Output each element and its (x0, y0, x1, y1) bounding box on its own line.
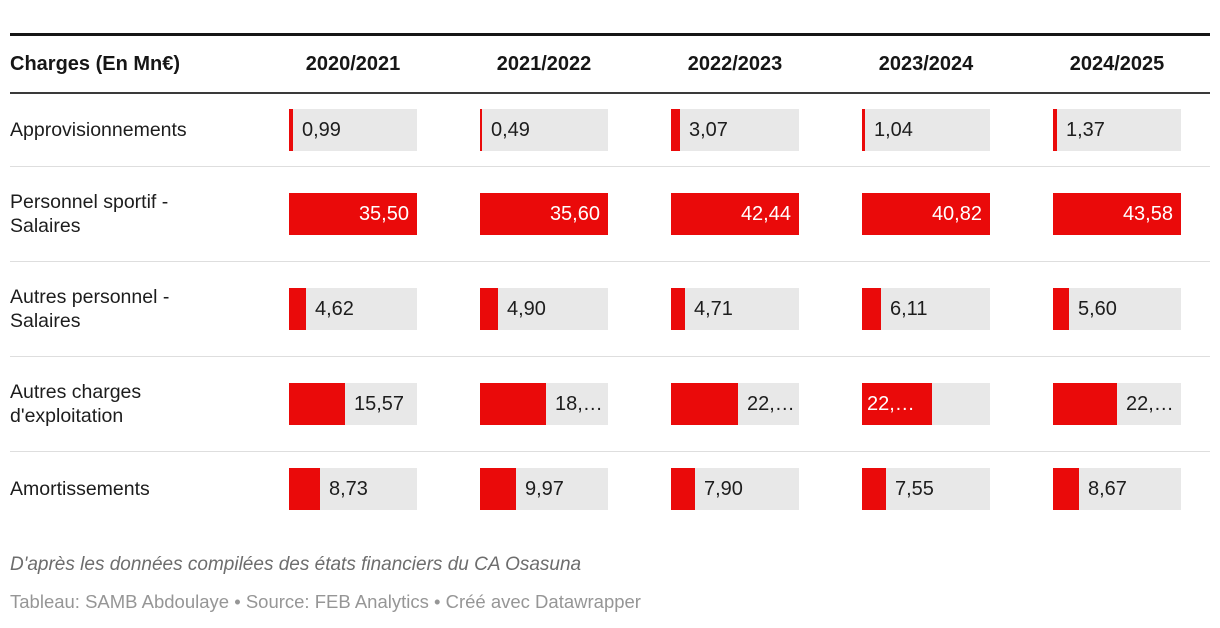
table-row: Approvisionnements 0,99 0,49 3,07 1,04 1,37 (10, 94, 1210, 167)
value-bar (480, 109, 482, 151)
value-label: 15,57 (354, 393, 405, 415)
bar-cell: 8,73 (289, 467, 417, 510)
bar-cell: 4,71 (671, 288, 799, 330)
row-label: Approvisionnements (10, 119, 187, 141)
bar-cell: 1,37 (1053, 109, 1181, 151)
bar-cell: 4,62 (289, 288, 417, 330)
value-label: 6,11 (890, 298, 928, 320)
bar-cell: 7,90 (671, 467, 799, 510)
column-header-2022-2023: 2022/2023 (687, 52, 783, 75)
column-header-2024-2025: 2024/2025 (1069, 52, 1165, 75)
value-bar (480, 288, 498, 330)
value-bar (480, 383, 546, 425)
value-bar (671, 193, 799, 235)
bar-cell: 42,44 (671, 193, 799, 235)
column-header-2021-2022: 2021/2022 (496, 52, 592, 75)
value-label: 3,07 (689, 119, 728, 141)
value-bar (289, 288, 306, 330)
value-bar (862, 109, 865, 151)
bar-cell: 22,… (671, 383, 799, 425)
value-label: 0,99 (302, 119, 341, 141)
value-bar (289, 467, 320, 510)
bar-cell: 43,58 (1053, 193, 1181, 235)
value-label: 40,82 (931, 203, 982, 225)
table-header-row: Charges (En Mn€) 2020/2021 2021/2022 202… (10, 36, 1210, 94)
table-title: Charges (En Mn€) (10, 52, 181, 75)
value-bar (862, 383, 932, 425)
value-bar (862, 193, 990, 235)
value-label: 1,04 (874, 119, 913, 141)
chart-byline: Tableau: SAMB Abdoulaye • Source: FEB An… (10, 591, 641, 612)
table-row: Autres charges d'exploitation 15,57 18,… 22… (10, 357, 1210, 452)
value-label: 18,… (555, 393, 603, 415)
value-bar (671, 383, 738, 425)
value-bar (1053, 288, 1069, 330)
value-label: 22,… (867, 393, 915, 415)
value-bar (862, 288, 881, 330)
row-label: Amortissements (10, 477, 150, 500)
value-bar (289, 193, 417, 235)
value-bar (1053, 383, 1117, 425)
value-bar (289, 383, 345, 425)
bar-cell: 22,… (862, 383, 990, 425)
value-label: 0,49 (491, 119, 530, 141)
bar-cell: 0,49 (480, 109, 608, 151)
value-bar (1053, 193, 1181, 235)
bar-cell: 9,97 (480, 467, 608, 510)
bar-cell: 0,99 (289, 109, 417, 151)
bar-cell: 6,11 (862, 288, 990, 330)
value-label: 4,62 (315, 298, 354, 320)
bar-cell: 15,57 (289, 383, 417, 425)
table-row: Autres personnel - Salaires 4,62 4,90 4,71 6… (10, 262, 1210, 357)
row-label: Autres personnel - Salaires (10, 286, 170, 332)
value-label: 4,71 (694, 298, 733, 320)
bar-cell: 40,82 (862, 193, 990, 235)
value-bar (1053, 467, 1079, 510)
bar-cell: 4,90 (480, 288, 608, 330)
table-row: Personnel sportif - Salaires 35,50 35,60 42… (10, 167, 1210, 262)
value-label: 8,73 (329, 477, 368, 500)
bar-cell: 22,… (1053, 383, 1181, 425)
value-bar (1053, 109, 1057, 151)
value-bar (862, 467, 886, 510)
charges-table: Charges (En Mn€) 2020/2021 2021/2022 202… (10, 33, 1210, 525)
bar-cell: 8,67 (1053, 467, 1181, 510)
bar-cell: 1,04 (862, 109, 990, 151)
value-label: 35,50 (358, 203, 409, 225)
bar-cell: 18,… (480, 383, 608, 425)
table-body: Approvisionnements 0,99 0,49 3,07 1,04 1,37 Pe… (10, 94, 1210, 525)
value-bar (289, 109, 293, 151)
row-label: Personnel sportif - Salaires (10, 191, 169, 237)
value-label: 4,90 (507, 298, 546, 320)
value-label: 1,37 (1066, 119, 1105, 141)
bar-cell: 7,55 (862, 467, 990, 510)
bar-cell: 3,07 (671, 109, 799, 151)
column-header-2020-2021: 2020/2021 (305, 52, 401, 75)
value-bar (671, 109, 680, 151)
value-label: 7,55 (895, 477, 934, 500)
value-bar (480, 193, 608, 235)
bar-cell: 35,60 (480, 193, 608, 235)
value-bar (671, 288, 685, 330)
value-label: 43,58 (1122, 203, 1173, 225)
value-label: 5,60 (1078, 298, 1117, 320)
column-header-2023-2024: 2023/2024 (878, 52, 974, 75)
value-label: 9,97 (525, 477, 564, 500)
value-label: 35,60 (549, 203, 600, 225)
value-label: 22,… (747, 393, 795, 415)
row-label: Autres charges d'exploitation (10, 381, 142, 427)
bar-cell: 5,60 (1053, 288, 1181, 330)
bar-cell: 35,50 (289, 193, 417, 235)
value-label: 42,44 (740, 203, 791, 225)
value-label: 7,90 (704, 477, 743, 500)
chart-notes: D'après les données compilées des états … (10, 554, 582, 575)
value-bar (480, 467, 516, 510)
value-bar (671, 467, 695, 510)
table-row: Amortissements 8,73 9,97 7,90 7,55 8,67 (10, 452, 1210, 525)
value-label: 22,… (1126, 393, 1174, 415)
value-label: 8,67 (1088, 477, 1127, 500)
